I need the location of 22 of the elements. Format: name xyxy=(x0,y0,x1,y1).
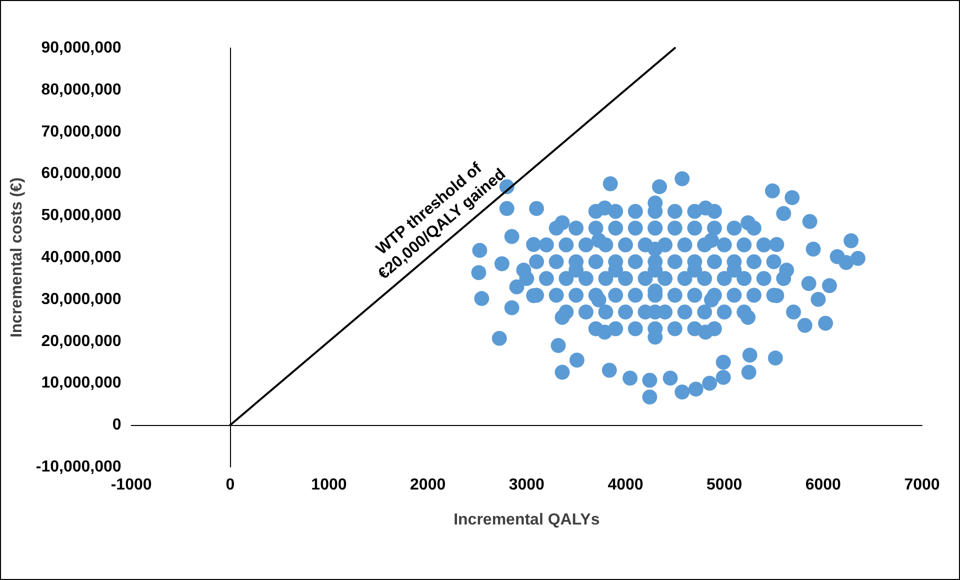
x-tick-label: 5000 xyxy=(706,476,742,494)
y-tick-label: 60,000,000 xyxy=(41,165,122,182)
y-tick-label: 80,000,000 xyxy=(41,81,122,98)
x-axis-title: Incremental QALYs xyxy=(454,512,600,528)
y-tick-label: 50,000,000 xyxy=(41,207,122,224)
x-tick-label: 2000 xyxy=(410,476,446,494)
y-tick-label: 40,000,000 xyxy=(41,249,122,266)
x-tick-label: 3000 xyxy=(508,476,545,494)
y-tick-label: 70,000,000 xyxy=(41,123,122,140)
y-axis-title: Incremental costs (€) xyxy=(8,177,26,338)
x-tick-label: 1000 xyxy=(311,476,347,494)
x-tick-label: 6000 xyxy=(805,476,842,494)
x-tick-label: 0 xyxy=(226,476,235,494)
y-tick-label: 30,000,000 xyxy=(41,290,122,308)
y-tick-label: 20,000,000 xyxy=(41,332,122,350)
x-tick-label: -1000 xyxy=(110,476,152,494)
y-tick-label: 10,000,000 xyxy=(41,374,122,392)
y-tick-label: 0 xyxy=(112,416,122,434)
x-tick-label: 7000 xyxy=(904,476,940,494)
y-tick-label: -10,000,000 xyxy=(36,458,122,476)
x-tick-label: 4000 xyxy=(608,476,644,494)
y-tick-label: 90,000,000 xyxy=(41,40,122,56)
